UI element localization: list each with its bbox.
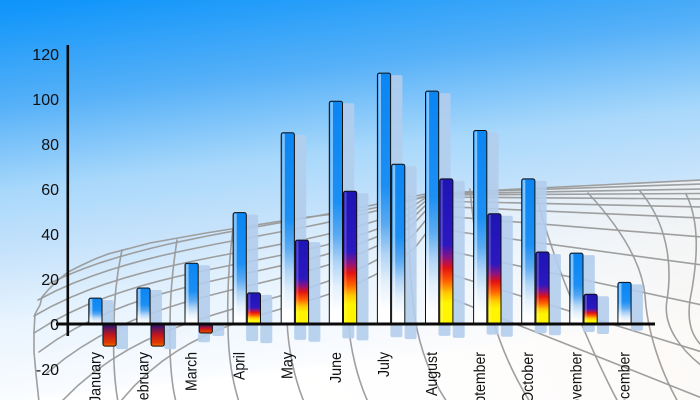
svg-text:March: March xyxy=(184,352,201,391)
svg-text:May: May xyxy=(280,352,297,379)
svg-text:80: 80 xyxy=(41,137,59,154)
svg-text:January: January xyxy=(87,352,104,400)
svg-text:120: 120 xyxy=(32,47,59,64)
svg-text:April: April xyxy=(232,352,249,380)
svg-text:-20: -20 xyxy=(36,362,59,379)
svg-text:October: October xyxy=(520,351,537,400)
svg-text:July: July xyxy=(376,352,393,377)
svg-text:100: 100 xyxy=(32,92,59,109)
svg-text:June: June xyxy=(328,352,345,383)
svg-text:November: November xyxy=(568,351,585,400)
svg-text:September: September xyxy=(472,351,489,400)
svg-text:December: December xyxy=(616,351,633,400)
svg-text:August: August xyxy=(424,352,441,396)
svg-text:February: February xyxy=(135,352,152,400)
svg-text:0: 0 xyxy=(50,317,59,334)
svg-text:60: 60 xyxy=(41,182,59,199)
svg-text:20: 20 xyxy=(41,272,59,289)
svg-text:40: 40 xyxy=(41,227,59,244)
